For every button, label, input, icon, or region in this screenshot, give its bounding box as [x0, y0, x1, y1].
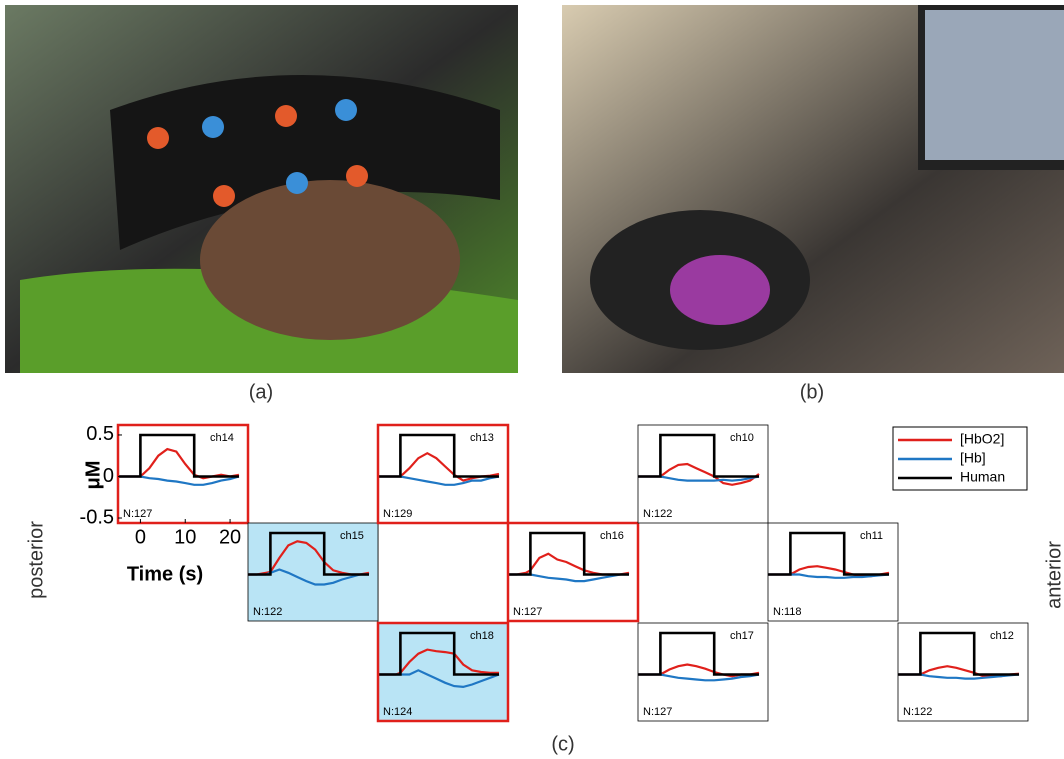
y-tick-label: 0.5: [86, 423, 114, 445]
highlight-border: [376, 423, 510, 525]
x-axis-label: Time (s): [127, 563, 203, 585]
highlight-border: [506, 521, 640, 623]
series-line: [638, 433, 759, 478]
panel-label: (b): [800, 381, 824, 403]
series-line: [898, 631, 1019, 676]
series-line: [768, 531, 889, 576]
y-axis-label: μM: [82, 461, 104, 490]
series-line: [508, 531, 629, 576]
panel-label: (c): [551, 733, 574, 755]
channel-label: ch15: [340, 530, 364, 542]
highlight-border: [376, 621, 510, 723]
panel-label: (a): [249, 381, 273, 403]
n-label: N:118: [773, 606, 802, 618]
y-tick-label: -0.5: [80, 506, 114, 528]
side-label: anterior: [1043, 541, 1064, 609]
series-line: [638, 631, 759, 676]
channel-label: ch10: [730, 432, 754, 444]
n-label: N:127: [513, 606, 542, 618]
n-label: N:129: [383, 508, 412, 520]
channel-label: ch18: [470, 630, 494, 642]
legend-label: Human: [960, 469, 1005, 485]
photo-b: [562, 5, 1064, 373]
x-tick-label: 20: [219, 526, 241, 548]
n-label: N:122: [643, 508, 672, 520]
channel-label: ch17: [730, 630, 754, 642]
n-label: N:122: [903, 706, 932, 718]
x-tick-label: 0: [135, 526, 146, 548]
n-label: N:122: [253, 606, 282, 618]
channel-label: ch16: [600, 530, 624, 542]
empty-cell: [377, 522, 509, 624]
highlight-border: [116, 423, 250, 525]
channel-label: ch11: [860, 530, 883, 542]
legend-label: [Hb]: [960, 450, 986, 466]
channel-label: ch13: [470, 432, 494, 444]
channel-label: ch14: [210, 432, 234, 444]
series-line: [118, 433, 239, 478]
n-label: N:124: [383, 706, 412, 718]
n-label: N:127: [643, 706, 672, 718]
channel-label: ch12: [990, 630, 1014, 642]
series-line: [378, 631, 499, 676]
x-tick-label: 10: [174, 526, 196, 548]
y-tick-label: 0: [103, 465, 114, 487]
side-label: posterior: [25, 521, 47, 599]
legend-label: [HbO2]: [960, 431, 1004, 447]
series-line: [248, 531, 369, 576]
photo-a: [5, 5, 518, 373]
series-line: [378, 433, 499, 478]
n-label: N:127: [123, 508, 152, 520]
